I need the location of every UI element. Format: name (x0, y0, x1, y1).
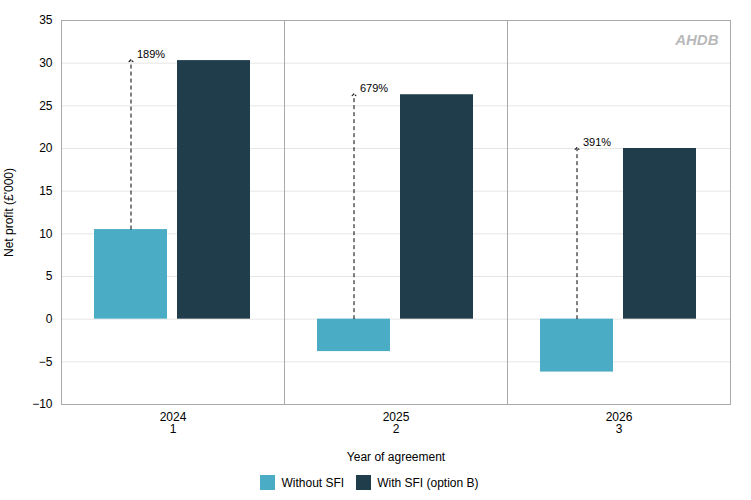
svg-text:20241: 20241 (160, 410, 187, 436)
svg-text:679%: 679% (360, 82, 388, 94)
svg-text:20: 20 (39, 141, 53, 155)
svg-text:15: 15 (39, 184, 53, 198)
svg-text:−5: −5 (39, 355, 53, 369)
svg-text:391%: 391% (583, 136, 611, 148)
svg-text:Net profit (£'000): Net profit (£'000) (2, 168, 16, 257)
svg-text:Year of agreement: Year of agreement (347, 450, 446, 464)
svg-text:20263: 20263 (606, 410, 633, 436)
svg-text:20252: 20252 (383, 410, 410, 436)
svg-text:30: 30 (39, 56, 53, 70)
svg-text:0: 0 (46, 312, 53, 326)
svg-text:5: 5 (46, 269, 53, 283)
svg-text:AHDB: AHDB (674, 31, 718, 48)
html-text:Without SFI: Without SFI (281, 475, 345, 490)
svg-text:35: 35 (39, 13, 53, 27)
svg-text:10: 10 (39, 227, 53, 241)
html-text:With SFI (option B): With SFI (option B) (377, 475, 479, 490)
svg-text:189%: 189% (137, 48, 165, 60)
svg-text:−10: −10 (32, 397, 53, 411)
svg-text:25: 25 (39, 99, 53, 113)
